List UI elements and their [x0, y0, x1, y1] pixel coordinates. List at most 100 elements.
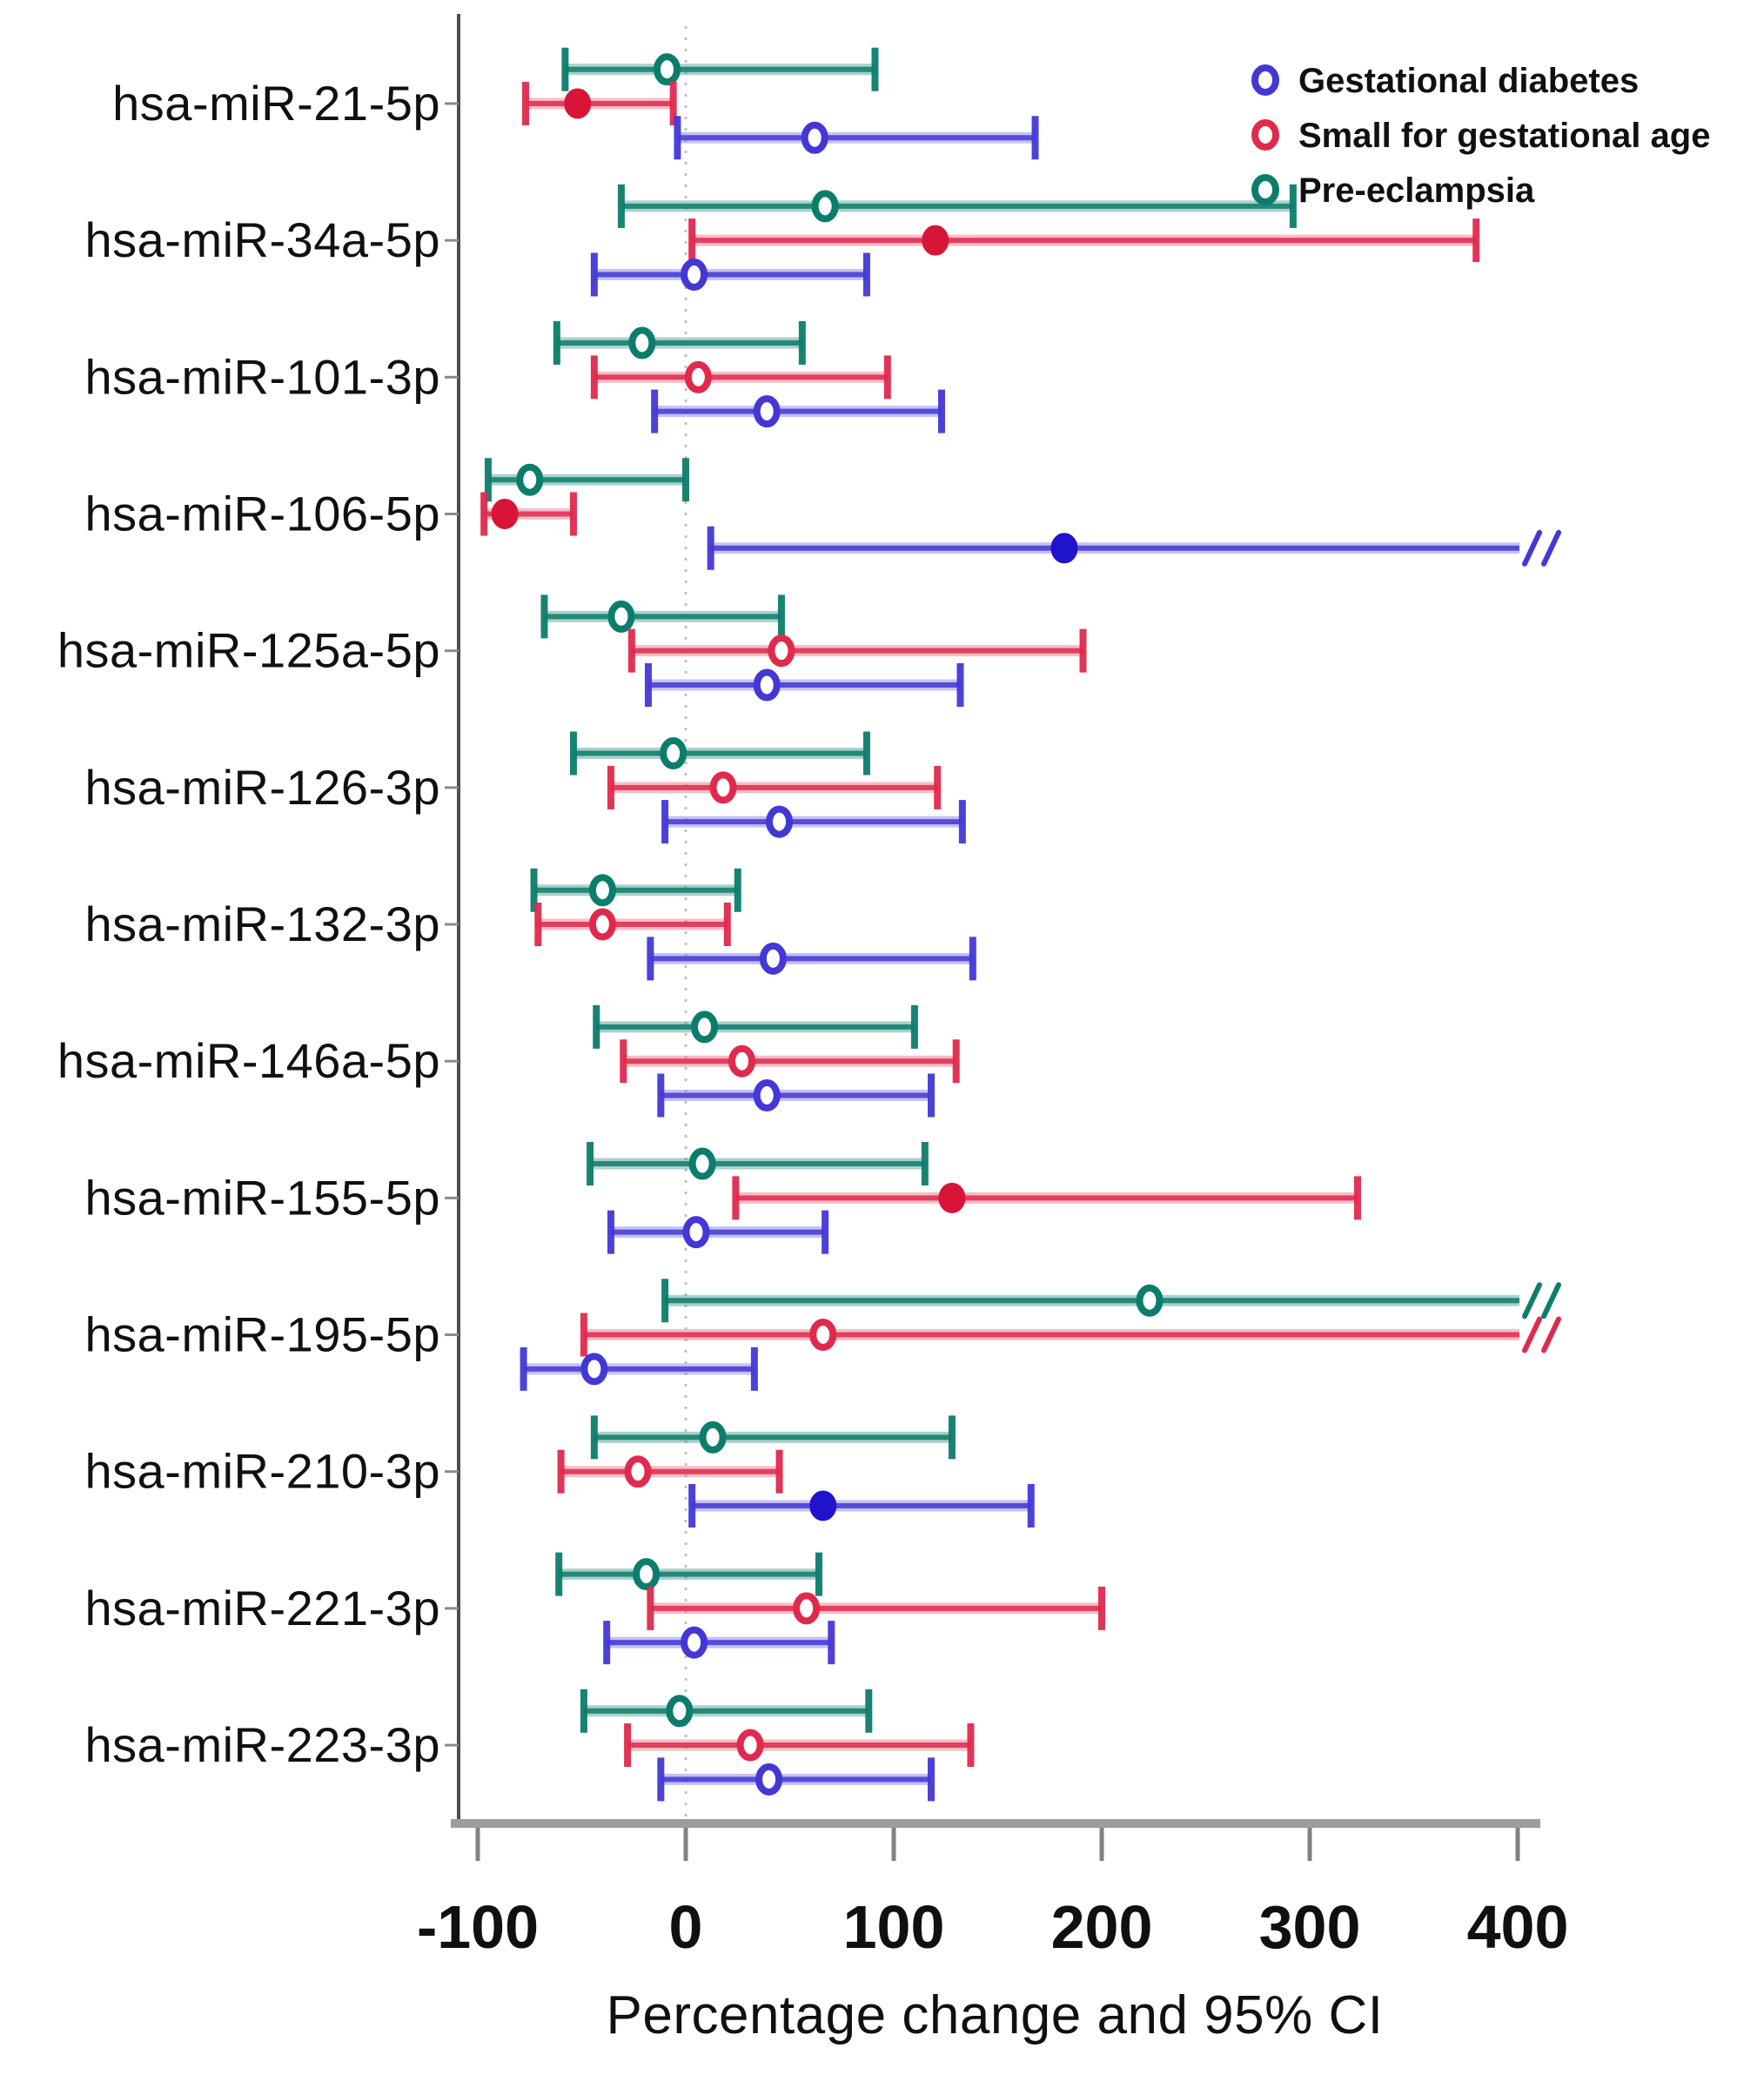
point-estimate-marker-open	[736, 1729, 764, 1762]
x-axis-title: Percentage change and 95% CI	[607, 1985, 1384, 2045]
point-estimate-marker-filled	[922, 225, 949, 256]
ci-row-hsa-miR-132-3p-gd	[647, 937, 976, 981]
point-estimate-marker-filled	[564, 88, 592, 119]
y-category-label: hsa-miR-223-3p	[85, 1717, 441, 1772]
axis-break-icon	[1522, 1282, 1542, 1320]
axis-break-icon	[1541, 1282, 1561, 1320]
y-category-label: hsa-miR-34a-5p	[85, 212, 441, 267]
ci-row-hsa-miR-146a-5p-pe	[593, 1004, 918, 1049]
ci-row-hsa-miR-195-5p-sga	[580, 1313, 1561, 1357]
y-category-label: hsa-miR-195-5p	[85, 1307, 441, 1362]
y-category-label: hsa-miR-21-5p	[112, 76, 440, 131]
point-estimate-marker-filled	[809, 1490, 837, 1521]
ci-row-hsa-miR-223-3p-pe	[580, 1689, 873, 1733]
x-tick-label: 400	[1467, 1893, 1569, 1961]
ci-row-hsa-miR-210-3p-pe	[590, 1415, 956, 1460]
point-estimate-marker-open	[681, 1626, 708, 1659]
ci-row-hsa-miR-106-5p-gd	[707, 526, 1561, 570]
point-estimate-marker-open	[811, 190, 839, 223]
legend-marker-small-for-gestational-age-icon	[1251, 119, 1279, 151]
legend-label-pre-eclampsia: Pre-eclampsia	[1298, 171, 1535, 210]
point-estimate-marker-open	[793, 1592, 821, 1625]
point-estimate-marker-open	[768, 635, 795, 668]
ci-row-hsa-miR-34a-5p-gd	[590, 252, 870, 297]
point-estimate-marker-open	[766, 805, 794, 838]
legend-label-gestational-diabetes: Gestational diabetes	[1298, 62, 1639, 100]
point-estimate-marker-open	[682, 1216, 710, 1249]
ci-row-hsa-miR-125a-5p-gd	[644, 662, 964, 707]
point-estimate-marker-open	[580, 1353, 608, 1386]
y-category-label: hsa-miR-210-3p	[85, 1444, 441, 1499]
point-estimate-marker-filled	[938, 1182, 966, 1213]
y-category-label: hsa-miR-106-5p	[85, 487, 441, 541]
point-estimate-marker-open	[588, 908, 616, 941]
point-estimate-marker-open	[660, 737, 687, 770]
point-estimate-marker-filled	[1050, 533, 1078, 564]
ci-row-hsa-miR-101-3p-gd	[651, 389, 945, 433]
legend-item-pre-eclampsia: Pre-eclampsia	[1251, 171, 1535, 210]
axis-break-icon	[1541, 1316, 1561, 1353]
point-estimate-marker-filled	[491, 499, 519, 530]
x-tick-label: 200	[1051, 1893, 1153, 1961]
point-estimate-marker-open	[709, 771, 737, 804]
point-estimate-marker-open	[681, 258, 708, 291]
legend-marker-gestational-diabetes-icon	[1251, 64, 1279, 96]
plot-data-layer: -100 0 100 200 300 400 hsa-miR-21-5p hsa-miR-34…	[57, 47, 1569, 1961]
point-estimate-marker-open	[684, 360, 712, 393]
point-estimate-marker-open	[516, 463, 544, 496]
point-estimate-marker-open	[753, 1078, 781, 1111]
point-estimate-marker-open	[755, 1763, 783, 1796]
ci-row-hsa-miR-21-5p-pe	[561, 47, 879, 91]
ci-row-hsa-miR-155-5p-pe	[587, 1142, 929, 1186]
ci-row-hsa-miR-223-3p-gd	[657, 1757, 936, 1802]
ci-row-hsa-miR-126-3p-sga	[607, 765, 942, 809]
point-estimate-marker-open	[699, 1420, 727, 1454]
y-category-label: hsa-miR-125a-5p	[57, 623, 440, 678]
x-tick-label: 0	[669, 1893, 703, 1961]
ci-row-hsa-miR-106-5p-pe	[484, 458, 689, 502]
point-estimate-marker-open	[753, 395, 781, 428]
ci-row-hsa-miR-195-5p-pe	[661, 1279, 1561, 1323]
ci-row-hsa-miR-106-5p-sga	[480, 492, 577, 536]
ci-row-hsa-miR-21-5p-sga	[521, 82, 677, 125]
point-estimate-marker-open	[759, 942, 787, 975]
point-estimate-marker-open	[753, 668, 781, 702]
point-estimate-marker-open	[624, 1455, 652, 1488]
y-category-label: hsa-miR-146a-5p	[57, 1033, 440, 1088]
point-estimate-marker-open	[588, 874, 616, 907]
point-estimate-marker-open	[607, 600, 635, 633]
y-category-label: hsa-miR-221-3p	[85, 1581, 441, 1635]
legend-item-small-for-gestational-age: Small for gestational age	[1251, 117, 1710, 155]
ci-row-hsa-miR-221-3p-gd	[603, 1621, 835, 1665]
legend: Gestational diabetes Small for gestation…	[1251, 62, 1710, 210]
point-estimate-marker-open	[1136, 1284, 1164, 1317]
legend-marker-pre-eclampsia-icon	[1251, 174, 1279, 205]
y-category-label: hsa-miR-126-3p	[85, 760, 441, 815]
ci-row-hsa-miR-155-5p-gd	[607, 1210, 829, 1254]
ci-row-hsa-miR-101-3p-pe	[553, 321, 806, 366]
ci-row-hsa-miR-125a-5p-pe	[540, 594, 785, 639]
axis-break-icon	[1541, 529, 1561, 567]
y-category-label: hsa-miR-155-5p	[85, 1170, 441, 1225]
point-estimate-marker-open	[666, 1695, 694, 1728]
point-estimate-marker-open	[809, 1319, 837, 1352]
x-tick-label: 100	[843, 1893, 945, 1961]
ci-row-hsa-miR-210-3p-sga	[557, 1449, 783, 1494]
ci-row-hsa-miR-210-3p-gd	[688, 1484, 1035, 1528]
x-tick-label: 300	[1259, 1893, 1361, 1961]
point-estimate-marker-open	[633, 1558, 661, 1591]
point-estimate-marker-open	[728, 1044, 756, 1078]
ci-row-hsa-miR-221-3p-sga	[647, 1586, 1105, 1630]
y-category-label: hsa-miR-101-3p	[85, 349, 441, 404]
ci-row-hsa-miR-155-5p-sga	[732, 1176, 1361, 1220]
ci-row-hsa-miR-101-3p-sga	[590, 355, 891, 400]
ci-row-hsa-miR-195-5p-gd	[520, 1346, 758, 1391]
ci-row-hsa-miR-34a-5p-pe	[617, 184, 1297, 228]
ci-row-hsa-miR-126-3p-gd	[661, 800, 966, 844]
ci-row-hsa-miR-221-3p-pe	[555, 1552, 822, 1596]
ci-row-hsa-miR-146a-5p-sga	[620, 1039, 960, 1084]
legend-label-small-for-gestational-age: Small for gestational age	[1298, 117, 1710, 155]
point-estimate-marker-open	[691, 1011, 719, 1044]
